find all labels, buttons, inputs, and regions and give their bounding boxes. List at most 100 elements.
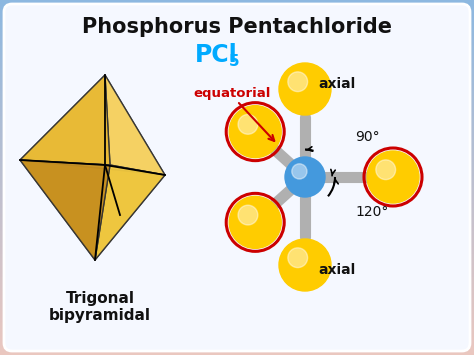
Bar — [0, 36, 474, 39]
Bar — [0, 333, 474, 335]
Text: PCl: PCl — [195, 43, 238, 67]
Bar — [0, 136, 474, 138]
Bar — [0, 180, 474, 183]
Bar — [0, 331, 474, 334]
Bar — [0, 125, 474, 128]
Bar — [0, 184, 474, 186]
Bar — [0, 246, 474, 248]
Bar — [0, 262, 474, 264]
Bar — [0, 345, 474, 348]
Bar — [0, 68, 474, 71]
Bar — [0, 278, 474, 280]
Bar — [0, 91, 474, 94]
Bar — [0, 310, 474, 312]
Bar — [0, 173, 474, 176]
Bar — [0, 139, 474, 142]
Bar — [0, 45, 474, 48]
Bar — [0, 159, 474, 162]
Bar — [0, 256, 474, 259]
Bar — [0, 1, 474, 4]
Bar — [0, 59, 474, 62]
Bar — [0, 137, 474, 140]
Bar — [0, 42, 474, 44]
Bar — [0, 240, 474, 243]
Polygon shape — [20, 160, 165, 260]
Text: Phosphorus Pentachloride: Phosphorus Pentachloride — [82, 17, 392, 37]
Bar — [0, 134, 474, 137]
Bar — [0, 194, 474, 197]
Bar — [0, 251, 474, 254]
Bar — [0, 265, 474, 268]
Circle shape — [288, 248, 308, 268]
Bar — [0, 219, 474, 222]
Bar — [0, 342, 474, 344]
Text: 120°: 120° — [355, 205, 388, 219]
Bar — [0, 224, 474, 227]
Bar — [0, 88, 474, 91]
Bar — [0, 160, 474, 163]
Text: 90°: 90° — [355, 130, 380, 144]
Bar — [0, 302, 474, 305]
Bar — [0, 10, 474, 12]
Bar — [0, 279, 474, 282]
Bar — [0, 102, 474, 105]
Bar — [0, 81, 474, 83]
Bar — [0, 317, 474, 320]
Bar — [0, 75, 474, 78]
Bar — [0, 65, 474, 67]
Bar — [0, 320, 474, 323]
Bar — [0, 327, 474, 330]
Bar — [0, 255, 474, 257]
Circle shape — [229, 196, 281, 248]
Bar — [0, 230, 474, 233]
Bar — [0, 235, 474, 238]
Bar — [0, 31, 474, 34]
Bar — [0, 274, 474, 277]
Bar — [0, 8, 474, 11]
Bar — [0, 178, 474, 181]
Bar — [0, 271, 474, 273]
Circle shape — [367, 151, 419, 203]
Text: axial: axial — [319, 77, 356, 91]
Bar — [0, 121, 474, 124]
Bar — [0, 239, 474, 241]
Bar — [0, 200, 474, 202]
Bar — [0, 242, 474, 245]
Bar — [0, 258, 474, 261]
Bar — [0, 148, 474, 151]
Bar — [0, 187, 474, 190]
Bar — [0, 292, 474, 295]
Bar — [0, 146, 474, 149]
Polygon shape — [20, 75, 110, 165]
Bar — [0, 231, 474, 234]
Bar — [0, 343, 474, 346]
Bar — [0, 157, 474, 160]
Bar — [0, 313, 474, 316]
Bar — [0, 27, 474, 30]
Bar — [0, 104, 474, 106]
Bar — [0, 226, 474, 229]
Bar — [0, 18, 474, 21]
Bar — [0, 79, 474, 82]
Bar — [0, 56, 474, 59]
Bar — [0, 100, 474, 103]
Bar — [0, 120, 474, 122]
Bar — [0, 152, 474, 154]
Bar — [0, 164, 474, 167]
Bar — [0, 267, 474, 270]
Bar — [0, 123, 474, 126]
Bar — [0, 20, 474, 23]
Bar — [0, 352, 474, 355]
Bar — [0, 109, 474, 112]
Bar — [0, 141, 474, 144]
Bar — [0, 283, 474, 286]
Bar — [0, 247, 474, 250]
Bar — [0, 244, 474, 247]
Bar — [0, 304, 474, 307]
Bar — [0, 93, 474, 96]
Bar — [0, 347, 474, 350]
Bar — [0, 237, 474, 240]
Text: axial: axial — [319, 263, 356, 277]
Bar — [0, 77, 474, 80]
Bar — [0, 171, 474, 174]
